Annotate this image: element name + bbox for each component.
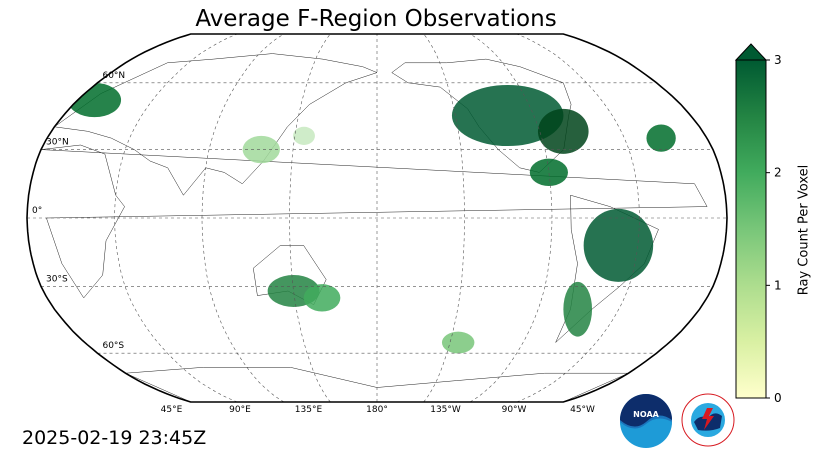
shading-north-atlantic — [646, 124, 676, 152]
lat-label: 0° — [32, 206, 42, 216]
map-boundary — [26, 33, 728, 403]
colorbar-label: Ray Count Per Voxel — [796, 164, 812, 296]
colorbar-tick-label: 3 — [774, 53, 782, 67]
lat-label: 30°N — [46, 138, 69, 148]
lat-label: 60°N — [102, 71, 125, 81]
lon-label: 45°W — [570, 405, 595, 415]
shading-north-america — [451, 84, 564, 147]
nws-logo — [681, 393, 735, 447]
shading-eastern-us — [537, 108, 589, 154]
lon-label: 90°E — [229, 405, 251, 415]
colorbar-tick-label: 1 — [774, 278, 782, 292]
colorbar: 0 1 2 3 — [734, 43, 782, 405]
longitude-gridline — [201, 34, 285, 402]
timestamp: 2025-02-19 23:45Z — [22, 427, 207, 449]
shading-tasman — [303, 284, 341, 312]
shading-southern-cone — [563, 281, 593, 337]
lat-label: 60°S — [102, 341, 124, 351]
longitude-gridline — [423, 34, 465, 402]
longitude-gridline — [114, 34, 238, 402]
longitude-gridline — [289, 34, 331, 402]
antarctica-landmass — [125, 367, 629, 402]
shading-europe — [67, 82, 122, 118]
colorbar-extend-arrow — [734, 43, 768, 61]
lon-label: 90°W — [502, 405, 527, 415]
lon-label: 45°E — [161, 405, 183, 415]
map-title: Average F-Region Observations — [195, 6, 557, 32]
lon-label: 180° — [366, 405, 388, 415]
longitude-gridline — [469, 34, 553, 402]
colorbar-gradient — [735, 59, 767, 399]
noaa-logo-text: NOAA — [633, 410, 659, 419]
lon-label: 135°E — [295, 405, 323, 415]
shading-japan — [293, 126, 315, 145]
shading-gulf — [529, 158, 568, 187]
colorbar-tick-label: 0 — [774, 391, 782, 405]
shading-southern-pacific — [441, 331, 475, 354]
lon-label: 135°W — [430, 405, 461, 415]
colorbar-tick-label: 2 — [774, 166, 782, 180]
noaa-logo: NOAA — [620, 394, 672, 448]
shading-south-america — [583, 208, 654, 282]
shading-east-asia — [242, 135, 280, 164]
lat-label: 30°S — [46, 274, 68, 284]
longitude-gridline — [516, 34, 640, 402]
